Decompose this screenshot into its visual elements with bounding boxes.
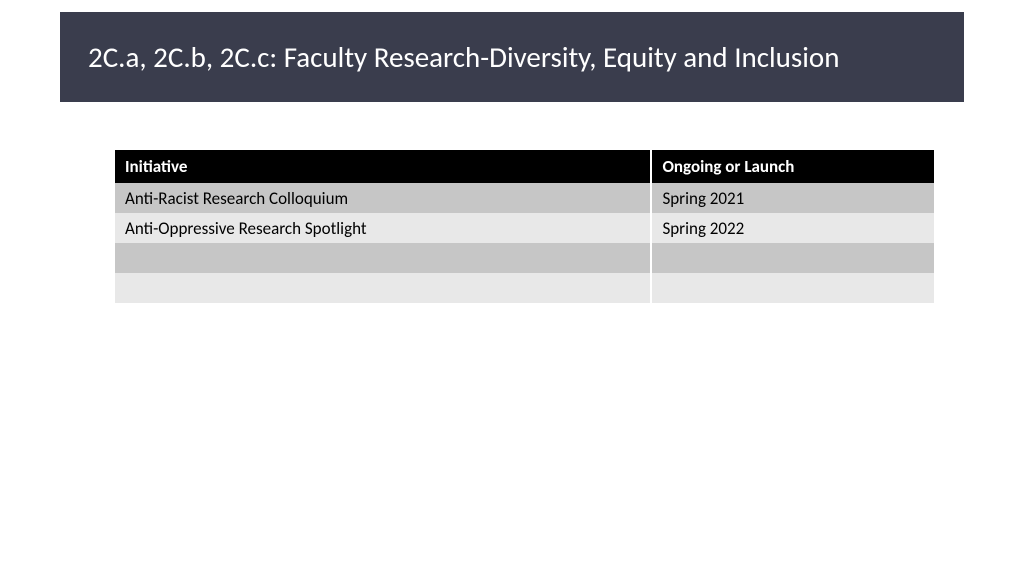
initiatives-table: Initiative Ongoing or Launch Anti-Racist…: [115, 150, 934, 303]
table-row: Anti-Oppressive Research Spotlight Sprin…: [115, 213, 934, 243]
cell-initiative: Anti-Racist Research Colloquium: [115, 183, 651, 213]
table-row: [115, 243, 934, 273]
title-bar: 2C.a, 2C.b, 2C.c: Faculty Research-Diver…: [60, 12, 964, 102]
cell-initiative: [115, 243, 651, 273]
table-header-row: Initiative Ongoing or Launch: [115, 150, 934, 183]
cell-initiative: [115, 273, 651, 303]
cell-launch: [651, 273, 934, 303]
table-row: Anti-Racist Research Colloquium Spring 2…: [115, 183, 934, 213]
col-header-initiative: Initiative: [115, 150, 651, 183]
cell-launch: [651, 243, 934, 273]
initiatives-table-container: Initiative Ongoing or Launch Anti-Racist…: [115, 150, 934, 303]
table-row: [115, 273, 934, 303]
page-title: 2C.a, 2C.b, 2C.c: Faculty Research-Diver…: [88, 39, 839, 75]
cell-launch: Spring 2022: [651, 213, 934, 243]
col-header-launch: Ongoing or Launch: [651, 150, 934, 183]
cell-initiative: Anti-Oppressive Research Spotlight: [115, 213, 651, 243]
cell-launch: Spring 2021: [651, 183, 934, 213]
